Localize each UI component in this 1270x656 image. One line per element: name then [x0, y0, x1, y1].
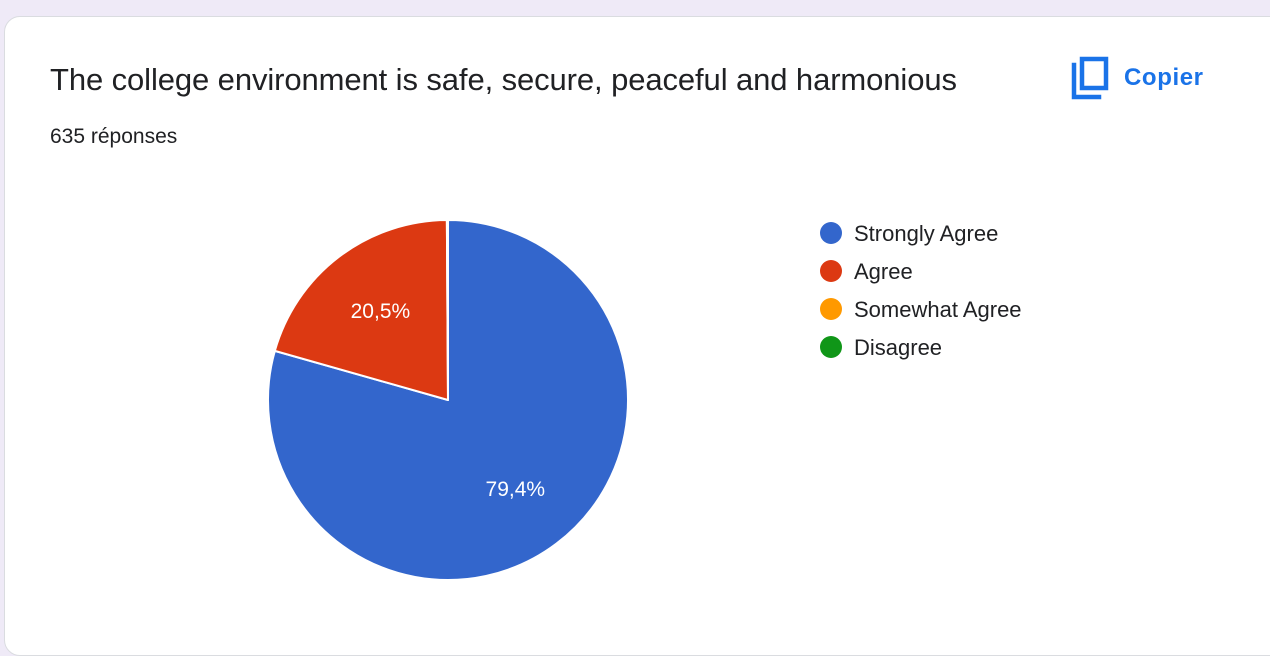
copy-button[interactable]: Copier: [1062, 50, 1238, 106]
legend-swatch: [820, 260, 842, 282]
pie-chart: 79,4% 20,5% Strongly Agree Agree Somewhat A…: [267, 218, 1022, 581]
copy-label: Copier: [1124, 64, 1204, 91]
legend-swatch: [820, 336, 842, 358]
legend-label: Disagree: [854, 335, 942, 360]
pie-slice-somewhat-agree[interactable]: [445, 218, 449, 401]
response-count: 635 réponses: [50, 125, 178, 148]
legend-swatch: [820, 222, 842, 244]
legend-item-agree[interactable]: Agree: [820, 259, 913, 284]
slice-label-strongly-agree: 79,4%: [486, 478, 546, 501]
legend-item-somewhat-agree[interactable]: Somewhat Agree: [820, 297, 1022, 322]
legend-label: Agree: [854, 259, 913, 284]
pie-slice-agree[interactable]: [273, 219, 449, 401]
legend-item-strongly-agree[interactable]: Strongly Agree: [820, 221, 998, 246]
question-title: The college environment is safe, secure,…: [50, 62, 957, 97]
legend-swatch: [820, 298, 842, 320]
legend-label: Somewhat Agree: [854, 297, 1022, 322]
chart-card: [4, 16, 1270, 656]
copy-icon: [1071, 56, 1109, 100]
slice-label-agree: 20,5%: [351, 300, 411, 323]
legend-label: Strongly Agree: [854, 221, 998, 246]
legend-item-disagree[interactable]: Disagree: [820, 335, 942, 360]
